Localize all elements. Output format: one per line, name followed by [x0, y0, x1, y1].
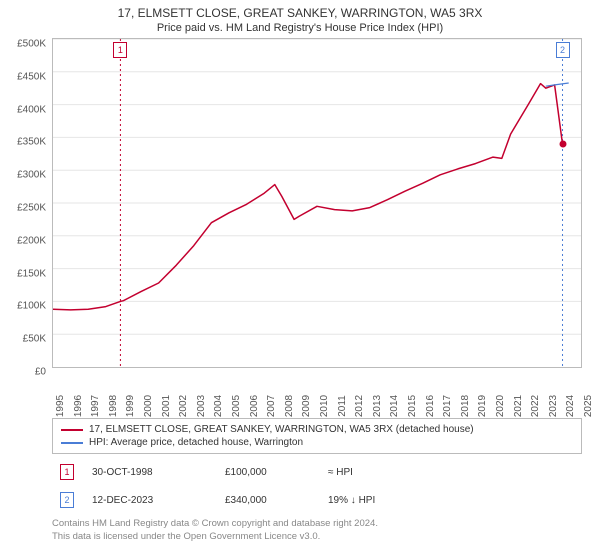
- x-tick-label: 1995: [55, 395, 66, 417]
- event-date: 30-OCT-1998: [92, 467, 207, 478]
- event-relation: 19% ↓ HPI: [328, 495, 418, 506]
- y-tick-label: £500K: [17, 39, 46, 50]
- x-tick-label: 2003: [196, 395, 207, 417]
- chart-marker-1: 1: [113, 42, 127, 58]
- x-tick-label: 1997: [90, 395, 101, 417]
- x-axis-labels: 1995 1996 1997 1998 1999 2000 2001 2002 2003 2004…: [52, 378, 582, 418]
- x-tick-label: 2001: [161, 395, 172, 417]
- x-tick-label: 2007: [266, 395, 277, 417]
- x-tick-label: 2011: [337, 395, 348, 417]
- x-tick-label: 2019: [477, 395, 488, 417]
- series-end-dot: [559, 140, 566, 147]
- y-tick-label: £200K: [17, 235, 46, 246]
- chart-svg: [53, 39, 581, 367]
- x-tick-label: 2009: [301, 395, 312, 417]
- chart-plot-area: 12: [52, 38, 582, 368]
- y-tick-label: £350K: [17, 137, 46, 148]
- event-price: £340,000: [225, 495, 310, 506]
- x-tick-label: 2012: [354, 395, 365, 417]
- x-tick-label: 2000: [143, 395, 154, 417]
- x-tick-label: 2013: [372, 395, 383, 417]
- event-date: 12-DEC-2023: [92, 495, 207, 506]
- x-tick-label: 2014: [389, 395, 400, 417]
- x-tick-label: 2024: [565, 395, 576, 417]
- x-tick-label: 1998: [108, 395, 119, 417]
- legend: 17, ELMSETT CLOSE, GREAT SANKEY, WARRING…: [52, 418, 582, 454]
- x-tick-label: 2015: [407, 395, 418, 417]
- legend-label-price: 17, ELMSETT CLOSE, GREAT SANKEY, WARRING…: [89, 424, 474, 435]
- x-tick-label: 2021: [513, 395, 524, 417]
- y-tick-label: £450K: [17, 71, 46, 82]
- y-tick-label: £250K: [17, 203, 46, 214]
- event-row: 1 30-OCT-1998 £100,000 ≈ HPI: [52, 460, 582, 488]
- legend-label-hpi: HPI: Average price, detached house, Warr…: [89, 437, 303, 448]
- y-tick-label: £300K: [17, 170, 46, 181]
- x-tick-label: 2016: [425, 395, 436, 417]
- event-marker: 1: [60, 464, 74, 480]
- x-tick-label: 2004: [213, 395, 224, 417]
- footer-line-2: This data is licensed under the Open Gov…: [52, 531, 582, 544]
- y-tick-label: £150K: [17, 268, 46, 279]
- x-tick-label: 2008: [284, 395, 295, 417]
- event-price: £100,000: [225, 467, 310, 478]
- footer-attribution: Contains HM Land Registry data © Crown c…: [52, 518, 582, 544]
- legend-item-price: 17, ELMSETT CLOSE, GREAT SANKEY, WARRING…: [61, 423, 573, 436]
- x-tick-label: 2025: [583, 395, 594, 417]
- legend-swatch-price: [61, 429, 83, 431]
- x-tick-label: 2017: [442, 395, 453, 417]
- x-tick-label: 2006: [249, 395, 260, 417]
- legend-swatch-hpi: [61, 442, 83, 444]
- event-table: 1 30-OCT-1998 £100,000 ≈ HPI 2 12-DEC-2023 £34…: [52, 460, 582, 516]
- event-marker: 2: [60, 492, 74, 508]
- y-tick-label: £100K: [17, 301, 46, 312]
- x-tick-label: 2002: [178, 395, 189, 417]
- footer-line-1: Contains HM Land Registry data © Crown c…: [52, 518, 582, 531]
- x-tick-label: 1996: [73, 395, 84, 417]
- event-relation: ≈ HPI: [328, 467, 418, 478]
- y-tick-label: £400K: [17, 104, 46, 115]
- y-axis-labels: £0£50K£100K£150K£200K£250K£300K£350K£400…: [0, 44, 50, 374]
- y-tick-label: £50K: [23, 334, 46, 345]
- y-tick-label: £0: [35, 367, 46, 378]
- x-tick-label: 2018: [460, 395, 471, 417]
- page-title: 17, ELMSETT CLOSE, GREAT SANKEY, WARRING…: [0, 0, 600, 20]
- x-tick-label: 2020: [495, 395, 506, 417]
- x-tick-label: 2023: [548, 395, 559, 417]
- legend-item-hpi: HPI: Average price, detached house, Warr…: [61, 436, 573, 449]
- x-tick-label: 1999: [125, 395, 136, 417]
- chart-marker-2: 2: [556, 42, 570, 58]
- x-tick-label: 2010: [319, 395, 330, 417]
- event-row: 2 12-DEC-2023 £340,000 19% ↓ HPI: [52, 488, 582, 516]
- page-subtitle: Price paid vs. HM Land Registry's House …: [0, 20, 600, 38]
- x-tick-label: 2022: [530, 395, 541, 417]
- x-tick-label: 2005: [231, 395, 242, 417]
